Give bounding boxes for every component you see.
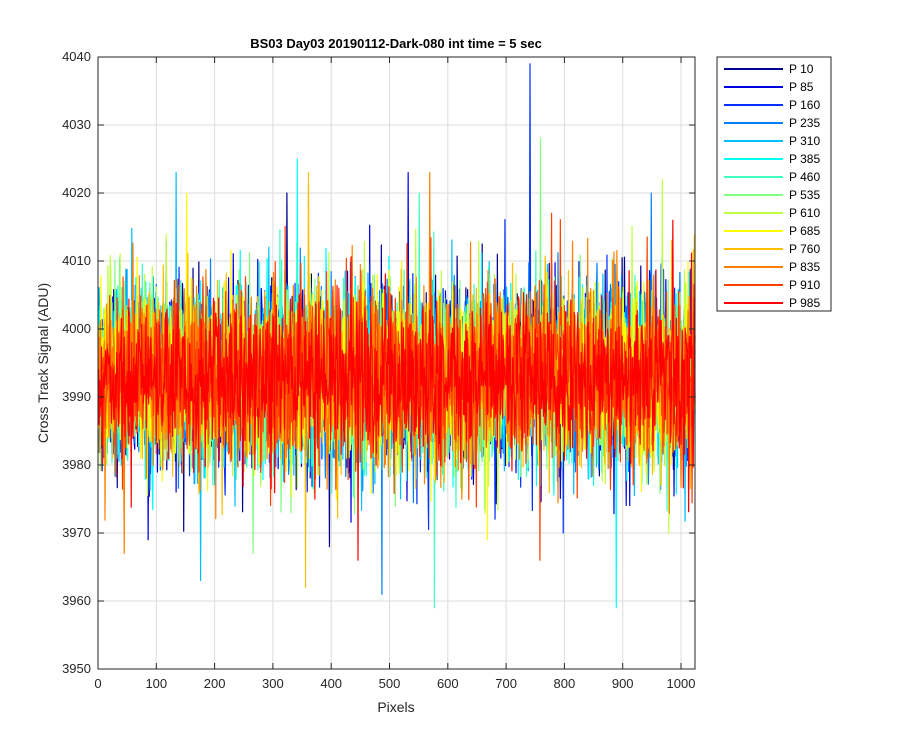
legend-label: P 535: [789, 188, 820, 202]
y-tick-label: 3960: [62, 593, 91, 608]
x-tick-label: 400: [320, 676, 342, 691]
legend-label: P 685: [789, 224, 820, 238]
x-tick-label: 600: [437, 676, 459, 691]
x-tick-label: 900: [612, 676, 634, 691]
y-tick-label: 3970: [62, 525, 91, 540]
axis-ticks: 0 100 200 300 400 500 600 700 800 900 1000 3950 3960…: [62, 49, 695, 691]
x-tick-label: 300: [262, 676, 284, 691]
legend-box: [716, 56, 832, 312]
legend-label: P 85: [789, 80, 814, 94]
legend-label: P 235: [789, 116, 820, 130]
x-tick-label: 1000: [667, 676, 696, 691]
y-tick-label: 3980: [62, 457, 91, 472]
legend-label: P 160: [789, 98, 820, 112]
plot-frame: [97, 56, 696, 670]
x-tick-label: 500: [379, 676, 401, 691]
y-tick-label: 4030: [62, 117, 91, 132]
x-axis-label: Pixels: [377, 699, 414, 715]
series-line-p985: [97, 219, 696, 561]
chart-title: BS03 Day03 20190112-Dark-080 int time = …: [250, 36, 542, 51]
legend-label: P 985: [789, 296, 820, 310]
y-tick-label: 4010: [62, 253, 91, 268]
legend-label: P 760: [789, 242, 820, 256]
legend-label: P 460: [789, 170, 820, 184]
x-tick-label: 800: [554, 676, 576, 691]
x-tick-label: 0: [94, 676, 101, 691]
series-group: [97, 63, 696, 609]
y-tick-label: 3990: [62, 389, 91, 404]
legend-label: P 910: [789, 278, 820, 292]
x-tick-label: 200: [204, 676, 226, 691]
legend-label: P 385: [789, 152, 820, 166]
x-tick-label: 700: [495, 676, 517, 691]
legend-label: P 310: [789, 134, 820, 148]
series-line-p835: [97, 172, 696, 554]
x-tick-label: 100: [145, 676, 167, 691]
y-tick-label: 4020: [62, 185, 91, 200]
legend-label: P 610: [789, 206, 820, 220]
y-tick-label: 3950: [62, 661, 91, 676]
y-tick-label: 4040: [62, 49, 91, 64]
legend-label: P 835: [789, 260, 820, 274]
y-tick-label: 4000: [62, 321, 91, 336]
legend-label: P 10: [789, 62, 814, 76]
y-axis-label: Cross Track Signal (ADU): [35, 283, 51, 443]
legend: P 10 P 85 P 160 P 235 P 310 P 385 P 460 P 535 P …: [716, 56, 832, 312]
